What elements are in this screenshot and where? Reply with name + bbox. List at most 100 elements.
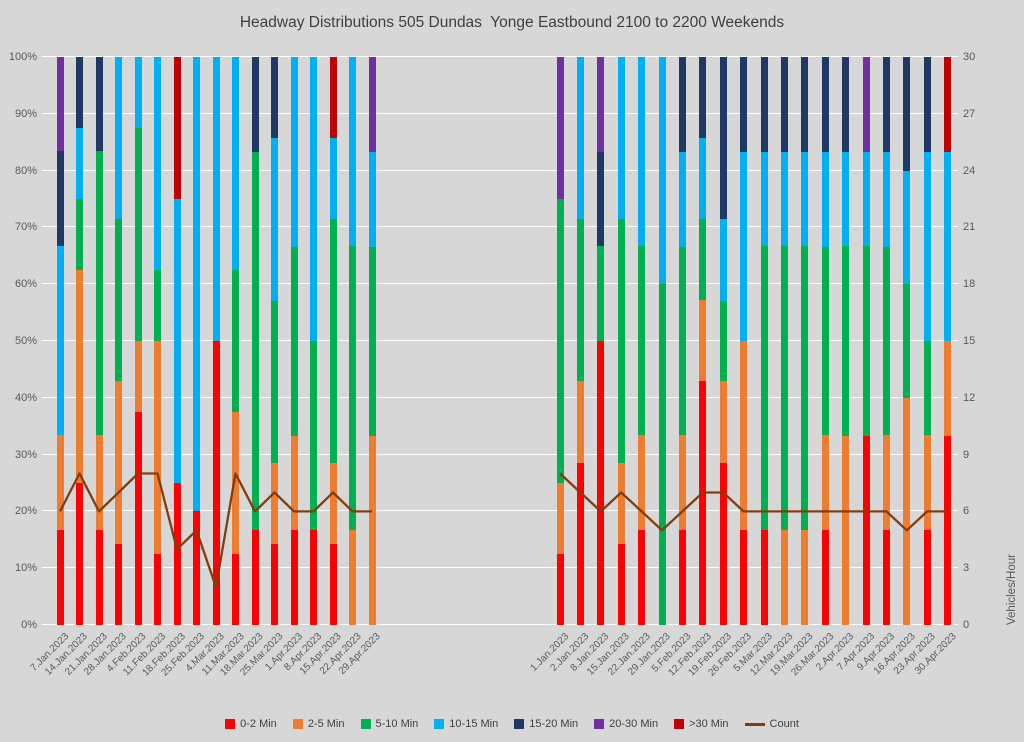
bar-segment-5-10-min [95,151,103,436]
bar-segment-10-15-min [638,57,646,247]
y-left-tick-label: 10% [14,562,37,575]
bar-segment-2-5-min [56,435,64,531]
bar-segment-5-10-min [719,300,727,382]
legend-swatch [594,719,605,729]
y-right-tick-label: 3 [963,562,970,575]
bar-segment-15-20-min [760,57,768,152]
bar-segment-2-5-min [801,530,809,625]
bar-segment-20-30-min [56,57,64,152]
legend-item: 2-5 Min [292,718,345,730]
bar-segment-2-5-min [271,462,278,544]
bar-segment-2-5-min [882,435,890,531]
bar-segment-2-5-min [76,270,83,483]
bar-segment-10-15-min [115,57,122,220]
bar-segment-0-2-min [290,530,298,625]
y-axis-left: 0% 10% 20% 30% 40% 50% 60% 70% 80% 90% 100% [0,51,37,631]
bar-segment-15-20-min [719,57,727,220]
y-right-tick-label: 18 [963,278,976,291]
y-left-tick-label: 30% [14,448,37,461]
bar-segment-10-15-min [617,57,625,220]
bar-segment-0-2-min [251,530,259,625]
bar-segment-5-10-min [597,246,605,341]
bar-segment-5-10-min [368,246,376,436]
bar-segment-20-30-min [556,57,564,199]
bar-segment-0-2-min [678,530,686,625]
gridline [42,283,958,285]
bar-segment-10-15-min [349,57,356,247]
gridline [42,169,958,171]
plot-area [42,56,958,625]
bar-segment-15-20-min [780,57,788,152]
bar-segment-10-15-min [944,151,952,341]
bar-segment--30-min [944,57,952,152]
bar-segment-5-10-min [882,246,890,436]
bar-segment-10-15-min [368,151,376,247]
bar-segment-5-10-min [760,246,768,531]
bar-segment-5-10-min [349,246,356,531]
bar-segment-2-5-min [699,300,707,382]
chart-title: Headway Distributions 505 Dundas Yonge E… [239,14,785,31]
bar-segment-0-2-min [882,530,890,625]
bar-segment-10-15-min [719,219,727,301]
bar-segment-5-10-min [154,270,161,341]
bar-segment-15-20-min [923,57,931,152]
bar-segment-0-2-min [310,530,317,625]
bar-segment-15-20-min [76,57,83,128]
bar-segment-15-20-min [801,57,809,152]
bar-segment-20-30-min [862,57,870,152]
legend-swatch [225,719,236,729]
bar-segment-10-15-min [56,246,64,436]
bar-segment-20-30-min [368,57,376,152]
bar-segment-10-15-min [658,57,666,285]
legend-label: 10-15 Min [449,718,499,730]
bar-segment-2-5-min [944,341,952,436]
bar-segment-2-5-min [154,341,161,554]
legend-swatch [674,719,685,729]
y-left-tick-label: 60% [14,278,37,291]
bar-segment-2-5-min [719,381,727,463]
y-left-tick-label: 70% [14,221,37,234]
bar-segment-2-5-min [329,462,337,544]
bar-segment-5-10-min [76,199,83,270]
bar-segment-2-5-min [576,381,584,463]
bar-segment-15-20-min [56,151,64,247]
legend-item: 5-10 Min [360,718,418,730]
bar-segment-5-10-min [617,219,625,463]
gridline [42,624,958,625]
y-left-tick-label: 50% [14,335,37,347]
bar-segment-2-5-min [780,530,788,625]
bar-segment-0-2-min [740,530,748,625]
bar-segment-10-15-min [193,57,200,512]
bar-segment-5-10-min [638,246,646,436]
bar-segment--30-min [173,57,181,199]
bar-segment-5-10-min [271,300,278,463]
bar-segment-2-5-min [678,435,686,531]
legend-label: 0-2 Min [240,718,277,730]
bar-segment-10-15-min [678,151,686,247]
legend-item: 10-15 Min [434,718,498,730]
legend-swatch [292,719,303,729]
bar-segment-0-2-min [115,543,122,625]
bar-segment-5-10-min [821,246,829,436]
legend-label: 20-30 Min [609,718,659,730]
y-right-tick-label: 15 [963,335,976,347]
bar-segment-2-5-min [134,341,142,412]
bar-segment-5-10-min [576,219,584,382]
bar-segment-2-5-min [115,381,122,544]
bar-segment-15-20-min [271,57,278,139]
bar-segment-2-5-min [821,435,829,531]
legend-item: 20-30 Min [594,718,658,730]
bar-segment-0-2-min [271,543,278,625]
count-line [58,472,372,589]
bar-segment-2-5-min [232,412,239,554]
x-axis-labels: 7.Jan.2023 14.Jan.2023 21.Jan.2023 28.Jan.2… [28,628,958,706]
legend: 0-2 Min 2-5 Min 5-10 Min 10-15 Min 15-20 Min… [0,718,1024,730]
legend-item: 0-2 Min [225,718,277,730]
bar-segment-15-20-min [882,57,890,152]
bar-segment-10-15-min [740,151,748,341]
bar-segment-10-15-min [212,57,220,341]
bar-segment-15-20-min [821,57,829,152]
legend-swatch [514,719,525,729]
bar-segment-2-5-min [842,435,850,625]
